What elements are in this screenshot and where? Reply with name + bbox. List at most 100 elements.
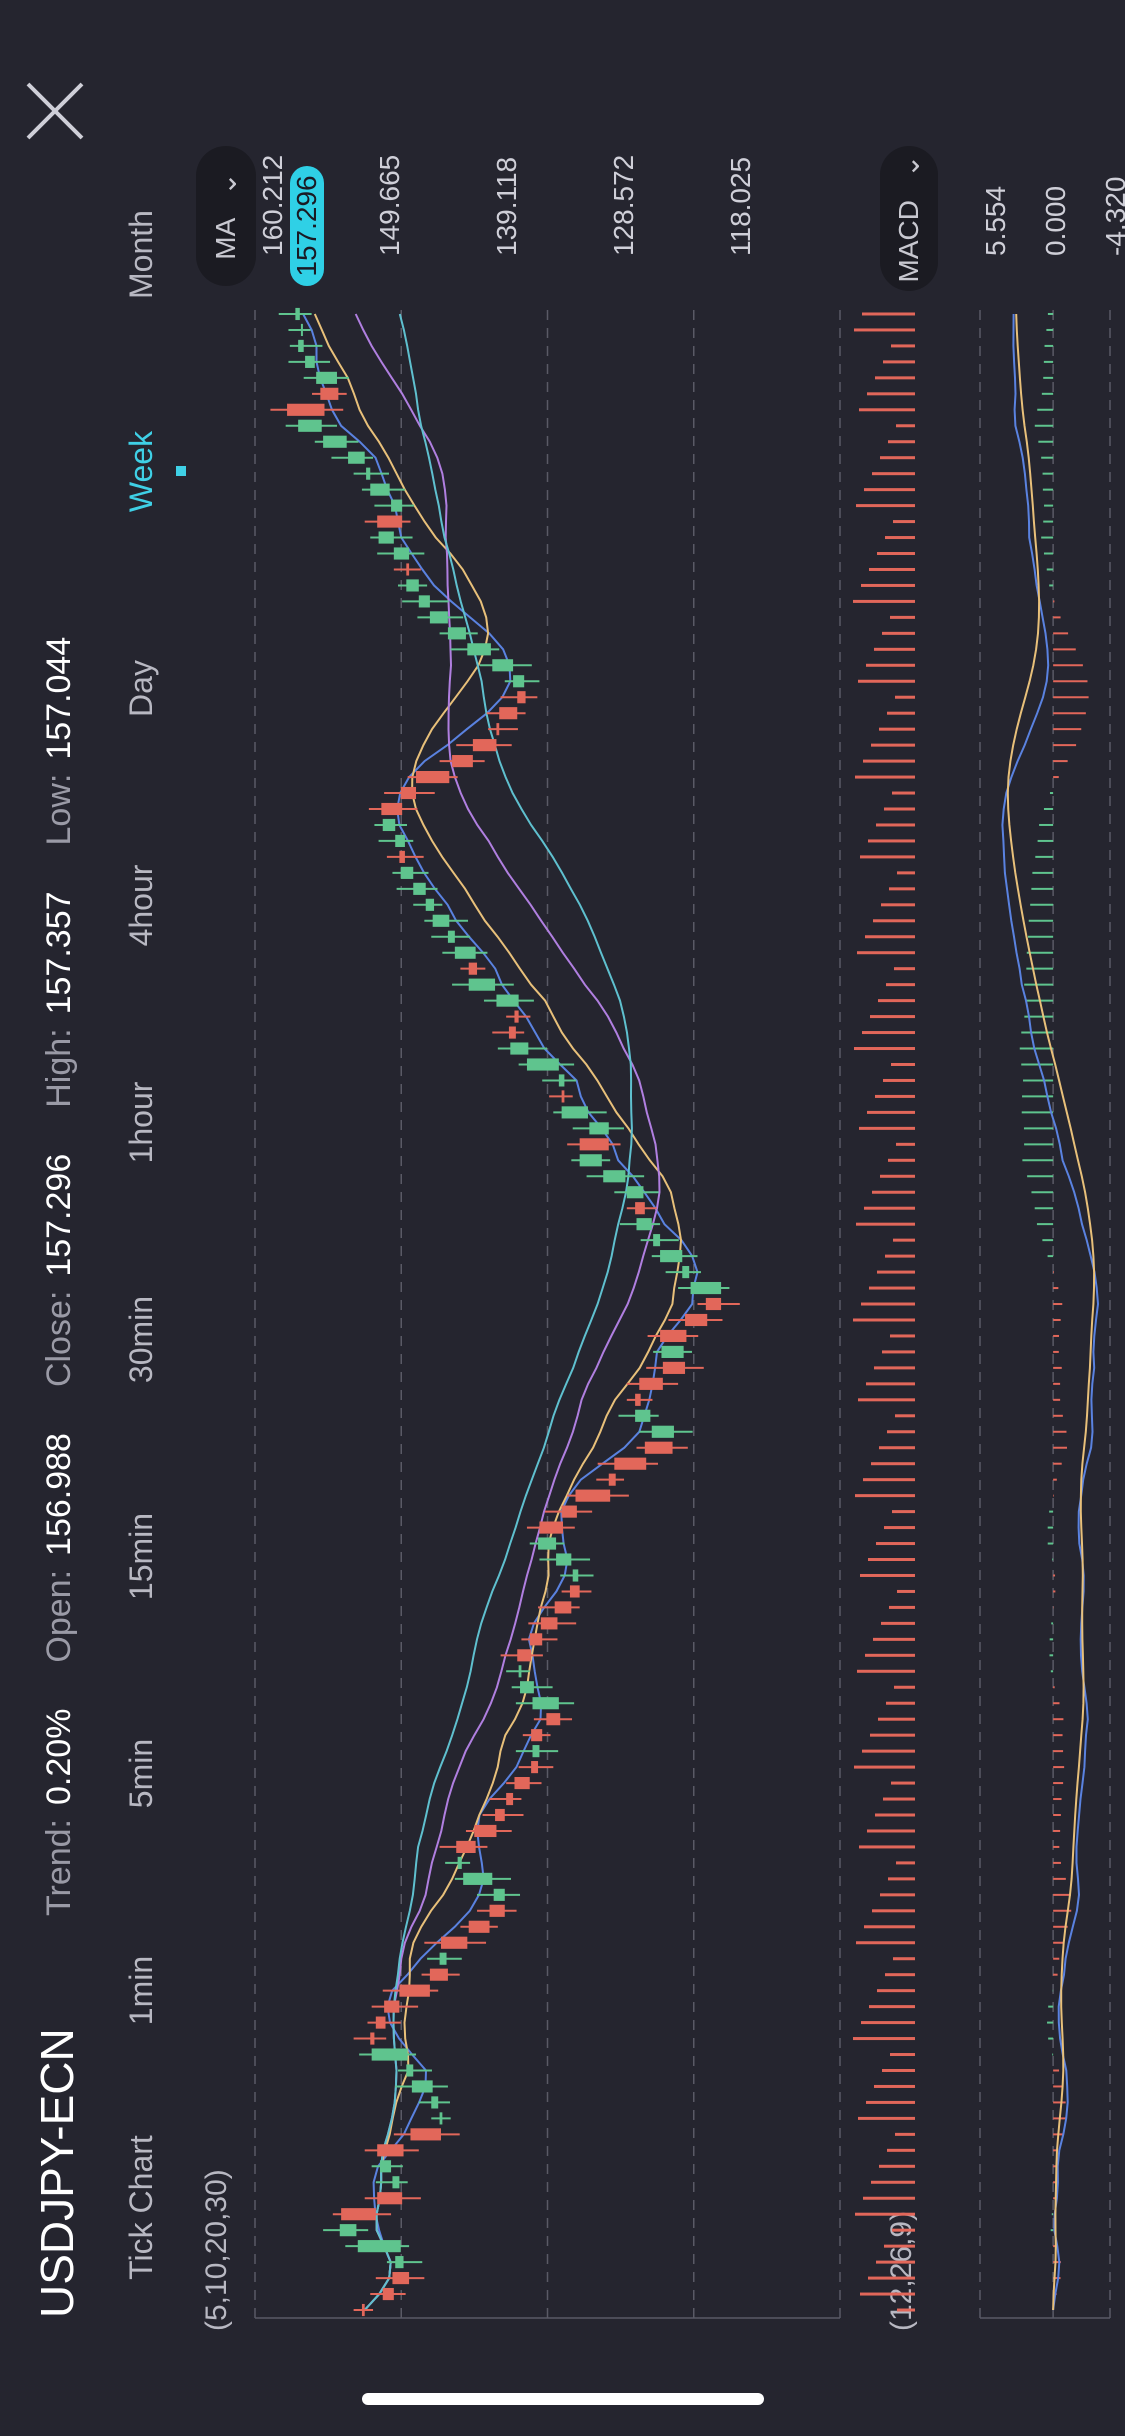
- candle-body: [287, 403, 325, 416]
- candle-body: [517, 691, 526, 704]
- candle-body: [495, 1808, 505, 1822]
- volume-bar: [888, 1158, 915, 1162]
- candle-body: [660, 1329, 687, 1343]
- candle-body: [499, 707, 518, 720]
- candle-body: [440, 1936, 468, 1949]
- volume-bar: [892, 2228, 915, 2232]
- volume-bar: [857, 951, 915, 955]
- candle-body: [339, 2224, 357, 2237]
- candle-body: [653, 1234, 661, 1247]
- candle-body: [626, 1186, 644, 1199]
- ma30-line: [363, 313, 633, 2311]
- candle-body: [489, 1904, 505, 1917]
- candle-body: [474, 1824, 497, 1838]
- candle-body: [391, 499, 403, 512]
- volume-bar: [877, 1989, 915, 1993]
- volume-bar: [891, 344, 915, 348]
- volume-bar: [892, 1510, 915, 1514]
- candle-body: [395, 834, 405, 848]
- candle-body: [508, 1026, 516, 1039]
- candle-body: [370, 2032, 375, 2045]
- volume-bar: [889, 1605, 915, 1609]
- volume-bar: [879, 1446, 915, 1450]
- volume-bar: [878, 1717, 915, 1721]
- volume-bar: [876, 2260, 915, 2264]
- volume-bar: [897, 2308, 915, 2312]
- candle-body: [457, 1856, 462, 1869]
- candle-body: [661, 1345, 684, 1358]
- candle-body: [540, 1617, 558, 1630]
- volume-bar: [861, 583, 915, 587]
- candle-body: [635, 1409, 651, 1422]
- volume-bar: [893, 1957, 915, 1961]
- candle-body: [569, 1585, 580, 1598]
- volume-bar: [870, 1015, 915, 1019]
- candle-body: [682, 1266, 690, 1279]
- home-indicator[interactable]: [362, 2393, 764, 2405]
- volume-bar: [871, 2180, 915, 2184]
- volume-bar: [883, 1078, 915, 1082]
- candle-body: [298, 339, 304, 352]
- candle-body: [561, 1505, 577, 1518]
- volume-bar: [876, 823, 915, 827]
- candle-body: [558, 1074, 565, 1087]
- volume-bar: [868, 839, 915, 843]
- volume-bar: [860, 2292, 915, 2296]
- volume-bar: [854, 1765, 915, 1769]
- volume-bar: [896, 424, 915, 428]
- candle-body: [429, 611, 448, 624]
- candle-body: [496, 994, 519, 1007]
- volume-bar: [869, 2005, 915, 2009]
- candle-body: [532, 1697, 559, 1710]
- candle-body: [406, 563, 410, 576]
- candle-body: [575, 1489, 611, 1502]
- candle-body: [406, 579, 419, 592]
- candle-body: [377, 2192, 403, 2205]
- volume-bar: [865, 935, 915, 939]
- candle-body: [561, 1090, 565, 1103]
- volume-bar: [883, 360, 915, 364]
- candle-body: [323, 435, 347, 448]
- volume-bar: [877, 552, 915, 556]
- volume-bar: [886, 983, 915, 987]
- volume-bar: [879, 727, 915, 731]
- volume-bar: [894, 967, 915, 971]
- volume-bar: [858, 2116, 915, 2120]
- volume-bar: [888, 440, 915, 444]
- candle-body: [468, 962, 478, 975]
- volume-bar: [855, 775, 915, 779]
- volume-bar: [883, 1797, 915, 1801]
- volume-bar: [897, 871, 915, 875]
- volume-bar: [891, 1781, 915, 1785]
- volume-bar: [896, 1861, 915, 1865]
- volume-bar: [884, 2244, 915, 2248]
- candle-body: [463, 1872, 493, 1885]
- volume-bar: [862, 312, 915, 316]
- candle-body: [425, 898, 435, 911]
- candle-body: [431, 2096, 439, 2109]
- volume-bar: [877, 1270, 915, 1274]
- volume-bar: [893, 520, 915, 524]
- candle-body: [416, 770, 450, 784]
- volume-bar: [853, 1318, 915, 1322]
- volume-bar: [864, 1206, 915, 1210]
- candle-body: [320, 387, 339, 400]
- candle-body: [517, 1649, 532, 1662]
- close-icon[interactable]: [20, 76, 90, 146]
- candle-body: [472, 739, 497, 752]
- volume-bar: [895, 695, 915, 699]
- volume-bar: [875, 376, 915, 380]
- candle-body: [660, 1250, 683, 1263]
- candle-body: [382, 2287, 394, 2301]
- volume-bar: [872, 472, 915, 476]
- volume-bars: [853, 312, 915, 2312]
- candle-body: [300, 323, 303, 337]
- candle-body: [371, 2048, 408, 2061]
- candle-body: [651, 1425, 674, 1438]
- candle-body: [295, 307, 300, 321]
- volume-bar: [895, 1414, 915, 1418]
- volume-bar: [880, 1174, 915, 1178]
- candle-body: [439, 2112, 443, 2125]
- candle-body: [298, 419, 322, 432]
